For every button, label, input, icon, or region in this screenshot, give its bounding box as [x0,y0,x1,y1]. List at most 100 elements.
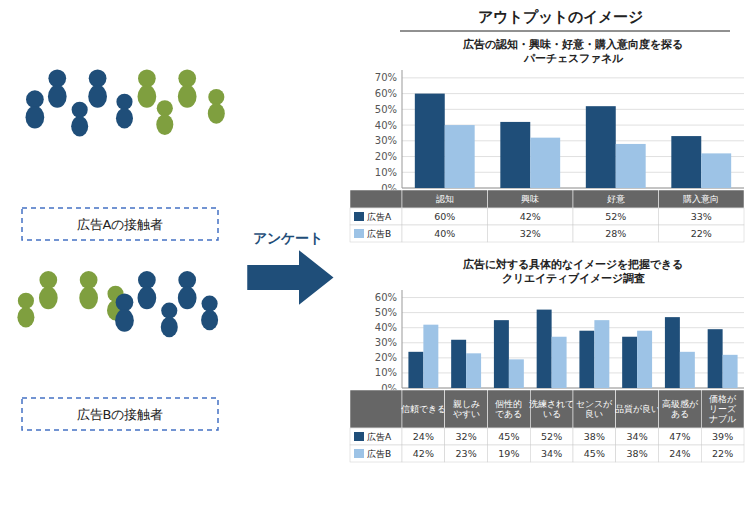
bar [701,153,731,188]
y-tick-label: 70% [375,72,397,83]
category-label: センスが良い [576,399,613,419]
category-label-line: 購入意向 [683,194,719,204]
category-label: 興味 [521,194,539,204]
bars [408,310,737,388]
person-head [26,90,44,108]
person-body [39,287,58,310]
value-label: 45% [584,448,605,459]
person-head [80,271,98,289]
y-axis-line [402,290,403,388]
category-label-line: センスが [576,399,613,409]
table-legend-cell [350,208,402,225]
table-cell [402,225,488,242]
bar [637,331,652,388]
category-label-line: である [495,409,522,419]
table-header-cell [573,390,616,428]
person-body [156,114,173,135]
chart-subtitle: クリエイティブイメージ調査 [502,272,645,285]
chart: 広告に対する具体的なイメージを把握できるクリエイティブイメージ調査0%10%20… [350,258,744,462]
table-header-cell [350,190,402,208]
value-label: 47% [669,431,690,442]
person-body [208,103,225,124]
bar [579,331,594,388]
people-group-b [17,271,218,337]
table-cell [573,428,616,445]
category-label-line: 洗練されて [529,399,574,409]
table-cell [659,428,702,445]
person-head [48,70,66,88]
background [0,0,752,509]
bar [509,359,524,388]
person-head [116,94,132,110]
table-cell [659,225,745,242]
person-head [89,70,107,88]
category-label-line: 興味 [521,194,539,204]
table-cell [402,208,488,225]
y-tick-label: 60% [375,88,397,99]
grid-line [402,312,744,313]
value-label: 19% [498,448,519,459]
table-cell [488,428,531,445]
category-label: 個性的である [495,399,522,419]
category-label-line: 良い [585,409,603,419]
table-header-cell [659,390,702,428]
table-header-cell [402,190,488,208]
value-label: 22% [712,448,733,459]
table-cell [445,445,488,462]
table-cell [701,445,744,462]
person-body [138,287,157,310]
table-header-cell [488,190,574,208]
table-legend-cell [350,445,402,462]
bar [494,320,509,388]
person-body [48,85,67,108]
bar [423,325,438,388]
person-body [178,287,197,310]
person-body [201,310,218,331]
grid-line [402,109,744,110]
label-box [22,398,218,430]
person-body [178,85,197,108]
table-cell [659,208,745,225]
value-label: 23% [456,448,477,459]
table-header-cell [530,390,573,428]
y-tick-label: 50% [375,104,397,115]
bar [723,355,738,388]
person-head [138,70,156,88]
arrow-label: アンケート [253,230,323,246]
category-label-line: ある [671,409,689,419]
data-table: 信頼できる親しみやすい個性的である洗練されているセンスが良い品質が良い高級感があ… [350,390,744,462]
chart-title: 広告に対する具体的なイメージを把握できる [462,258,683,271]
legend-swatch [354,432,364,441]
bar [445,125,475,188]
person-head [39,271,57,289]
legend-label: 広告B [367,229,391,239]
category-label-line: 個性的 [495,399,522,409]
person-body [88,85,107,108]
person-head [178,70,196,88]
person-head [161,303,177,319]
arrow [247,250,333,305]
person-head [208,89,224,105]
category-label: 洗練されている [529,399,574,419]
table-legend-cell [350,428,402,445]
y-tick-label: 10% [375,167,397,178]
legend-swatch [354,212,364,221]
category-label-line: 価格が [709,394,737,404]
data-table: 認知興味好意購入意向広告A60%42%52%33%広告B40%32%28%22% [350,190,744,242]
bar [451,340,466,388]
category-label-line: ナブル [709,414,736,424]
value-label: 42% [413,448,434,459]
person-head [72,102,88,118]
person-head [18,293,34,309]
value-label: 39% [712,431,733,442]
category-label-line: 認知 [436,194,454,204]
bar [616,144,646,188]
grid-line [402,77,744,78]
category-label: 認知 [436,194,454,204]
table-cell [402,428,445,445]
person-head [178,271,196,289]
table-header-cell [488,390,531,428]
category-label-line: 信頼できる [401,404,446,414]
person-head [202,296,218,312]
bar [552,337,567,388]
